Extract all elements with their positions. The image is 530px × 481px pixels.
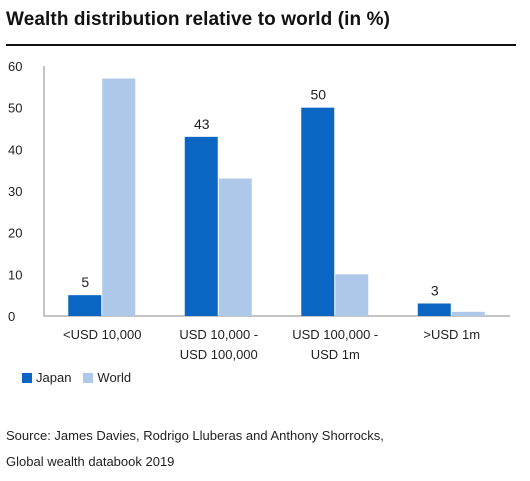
legend-label-japan: Japan xyxy=(36,370,72,385)
x-tick-label-1-0: USD 10,000 - xyxy=(179,327,258,342)
y-tick-label-20: 20 xyxy=(8,226,22,241)
bar-japan-3 xyxy=(417,303,451,316)
y-tick-label-30: 30 xyxy=(8,184,22,199)
source-line-2: Global wealth databook 2019 xyxy=(6,454,175,469)
y-tick-label-60: 60 xyxy=(8,59,22,74)
bar-chart: 0 10 20 30 40 50 60 5 <USD 10,000 43 USD 10,000 - U… xyxy=(8,59,510,362)
y-tick-label-40: 40 xyxy=(8,142,22,157)
data-label-japan-1: 43 xyxy=(194,116,210,132)
bar-world-0 xyxy=(102,78,136,316)
source-line-1: Source: James Davies, Rodrigo Lluberas a… xyxy=(6,428,384,443)
bar-world-1 xyxy=(218,178,252,316)
legend-label-world: World xyxy=(97,370,132,385)
bar-japan-2 xyxy=(301,107,335,317)
legend-item-world: World xyxy=(83,370,131,385)
chart-title: Wealth distribution relative to world (i… xyxy=(6,9,391,30)
y-tick-label-0: 0 xyxy=(8,309,15,324)
data-label-japan-3: 3 xyxy=(431,283,439,299)
bar-world-2 xyxy=(335,274,369,316)
bar-world-3 xyxy=(451,311,485,316)
x-tick-label-1-1: USD 100,000 xyxy=(180,347,258,362)
bar-japan-1 xyxy=(184,136,218,316)
x-tick-label-0-0: <USD 10,000 xyxy=(63,327,141,342)
bar-japan-0 xyxy=(68,295,102,316)
y-tick-label-50: 50 xyxy=(8,101,22,116)
legend: Japan World xyxy=(22,370,143,385)
x-tick-label-2-1: USD 1m xyxy=(311,347,360,362)
data-label-japan-0: 5 xyxy=(81,274,89,290)
x-tick-label-2-0: USD 100,000 - xyxy=(292,327,378,342)
legend-item-japan: Japan xyxy=(22,370,71,385)
source-note: Source: James Davies, Rodrigo Lluberas a… xyxy=(6,423,384,475)
title-divider xyxy=(6,44,516,46)
y-tick-label-10: 10 xyxy=(8,267,22,282)
x-tick-label-3-0: >USD 1m xyxy=(423,327,480,342)
data-label-japan-2: 50 xyxy=(310,87,326,103)
legend-swatch-japan xyxy=(22,372,32,383)
legend-swatch-world xyxy=(83,372,94,383)
